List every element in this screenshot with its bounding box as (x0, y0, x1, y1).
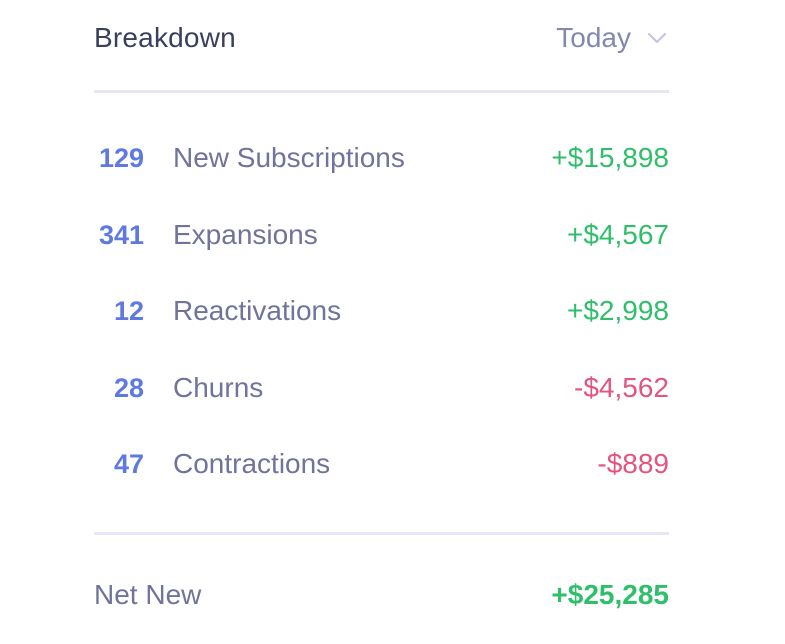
breakdown-row-reactivations: 12 Reactivations +$2,998 (94, 291, 669, 368)
row-count: 12 (113, 296, 144, 326)
row-label: Expansions (173, 218, 318, 250)
net-new-total: Net New +$25,285 (94, 575, 669, 615)
row-amount: +$2,998 (567, 295, 669, 326)
row-count: 47 (113, 449, 144, 479)
row-label: Churns (173, 371, 264, 403)
breakdown-row-contractions: 47 Contractions -$889 (94, 444, 669, 521)
breakdown-row-churns: 28 Churns -$4,562 (94, 368, 669, 445)
row-count: 129 (98, 143, 144, 173)
row-amount: -$889 (597, 448, 669, 479)
chevron-down-icon[interactable] (645, 18, 669, 58)
row-count: 28 (113, 372, 144, 403)
total-divider (94, 532, 669, 535)
row-amount: +$4,567 (567, 218, 669, 250)
breakdown-row-expansions: 341 Expansions +$4,567 (94, 215, 669, 292)
total-amount: +$25,285 (551, 579, 669, 610)
period-dropdown[interactable]: Today (556, 18, 669, 58)
row-label: New Subscriptions (173, 142, 405, 173)
breakdown-header: Breakdown Today (94, 18, 669, 58)
period-label[interactable]: Today (556, 22, 631, 53)
total-label: Net New (94, 579, 202, 610)
row-amount: -$4,562 (574, 371, 669, 403)
breakdown-list: 129 New Subscriptions +$15,898 341 Expan… (94, 138, 669, 521)
breakdown-card: Breakdown Today 129 New Subscriptions +$… (94, 0, 669, 644)
row-label: Reactivations (173, 295, 342, 326)
header-divider (94, 90, 669, 93)
breakdown-title: Breakdown (94, 22, 236, 53)
row-count: 341 (98, 219, 144, 250)
breakdown-row-new-subscriptions: 129 New Subscriptions +$15,898 (94, 138, 669, 215)
row-amount: +$15,898 (551, 142, 669, 173)
row-label: Contractions (173, 448, 331, 479)
